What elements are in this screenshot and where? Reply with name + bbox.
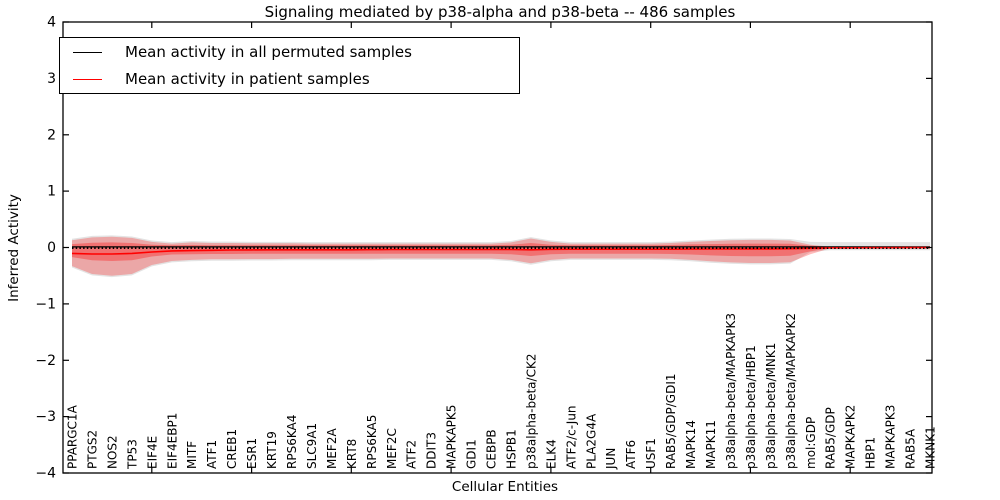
x-tick-label: MAPKAPK3 (884, 405, 898, 469)
chart-title: Signaling mediated by p38-alpha and p38-… (264, 3, 736, 21)
x-tick-label: CREB1 (225, 429, 239, 469)
y-tick-label: 4 (47, 15, 56, 31)
y-tick-labels-group: 4 3 2 1 0 −1 −2 −3 −4 (35, 15, 56, 482)
y-tick-label: 1 (47, 184, 56, 200)
x-tick-label: KRT19 (265, 431, 279, 469)
x-tick-label: USF1 (644, 438, 658, 469)
x-tick-label: EIF4EBP1 (165, 413, 179, 469)
x-tick-label: ATF6 (624, 440, 638, 469)
y-tick-label: 3 (47, 71, 56, 87)
x-tick-labels-group: PPARGC1A PTGS2 NOS2 TP53 EIF4E EIF4EBP1 MITF AT… (66, 313, 938, 470)
legend-item-permuted: Mean activity in all permuted samples (60, 39, 519, 65)
x-tick-label: ATF2/c-Jun (564, 405, 578, 469)
x-tick-label: JUN (604, 448, 618, 470)
x-tick-label: PTGS2 (86, 430, 100, 469)
x-tick-label: MAPKAPK5 (445, 405, 459, 469)
x-tick-label: ATF1 (205, 440, 219, 469)
bands-group (72, 235, 930, 278)
black-line-swatch (73, 51, 102, 53)
x-tick-label: ESR1 (245, 438, 259, 469)
x-tick-label: p38alpha-beta/MAPKAPK2 (784, 313, 798, 469)
legend-item-patient: Mean activity in patient samples (60, 66, 519, 92)
legend-label-permuted: Mean activity in all permuted samples (125, 43, 412, 61)
red-line-swatch (73, 78, 102, 80)
x-tick-label: MITF (185, 441, 199, 469)
x-tick-label: KRT8 (345, 439, 359, 469)
x-tick-label: MEF2C (385, 428, 399, 469)
legend: Mean activity in all permuted samples Me… (59, 37, 520, 94)
x-tick-label: p38alpha-beta/HBP1 (744, 345, 758, 469)
x-axis-title: Cellular Entities (451, 479, 559, 495)
x-tick-label: ELK4 (544, 439, 558, 469)
x-tick-label: MEF2A (325, 428, 339, 469)
x-tick-label: RAB5/GDP (824, 407, 838, 469)
x-tick-label: mol:GDP (804, 417, 818, 469)
x-tick-label: SLC9A1 (305, 423, 319, 469)
band-permuted-samples-range (72, 235, 930, 278)
x-tick-label: p38alpha-beta/MNK1 (764, 343, 778, 469)
x-tick-label: RPS6KA5 (365, 415, 379, 469)
x-tick-label: MAPK11 (704, 420, 718, 469)
series-group (71, 246, 930, 255)
y-tick-label: −3 (35, 409, 56, 425)
x-tick-label: NOS2 (105, 435, 119, 469)
y-tick-label: 0 (47, 240, 56, 256)
x-tick-label: DDIT3 (425, 432, 439, 469)
x-tick-label: ATF2 (405, 440, 419, 469)
y-tick-label: −1 (35, 296, 56, 312)
x-tick-label: RAB5A (904, 428, 918, 469)
y-tick-label: −4 (35, 466, 56, 482)
x-tick-label: HSPB1 (505, 429, 519, 469)
y-tick-label: 2 (47, 127, 56, 143)
x-tick-label: MKNK1 (924, 426, 938, 469)
x-tick-label: RPS6KA4 (285, 415, 299, 469)
x-tick-label: MAPKAPK2 (844, 405, 858, 469)
x-tick-label: TP53 (125, 439, 139, 470)
x-tick-label: EIF4E (145, 436, 159, 469)
legend-label-patient: Mean activity in patient samples (125, 70, 370, 88)
x-tick-label: PPARGC1A (66, 404, 80, 469)
x-tick-label: PLA2G4A (584, 413, 598, 469)
x-tick-label: CEBPB (485, 429, 499, 469)
x-tick-label: RAB5/GDP/GDI1 (664, 373, 678, 469)
x-tick-label: p38alpha-beta/MAPKAPK3 (724, 313, 738, 469)
x-tick-label: HBP1 (864, 437, 878, 469)
x-tick-label: GDI1 (465, 439, 479, 469)
y-tick-label: −2 (35, 353, 56, 369)
x-tick-label: p38alpha-beta/CK2 (524, 354, 538, 469)
x-tick-label: MAPK14 (684, 420, 698, 469)
